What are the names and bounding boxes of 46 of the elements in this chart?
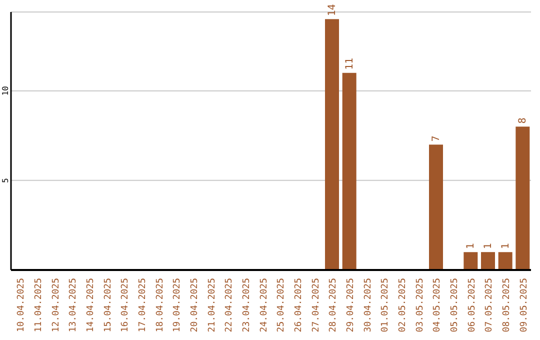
x-tick-label: 01.05.2025 <box>380 278 391 332</box>
data-label: 1 <box>483 243 494 250</box>
x-tick-label: 22.04.2025 <box>224 278 235 332</box>
x-tick-label: 14.04.2025 <box>86 278 96 332</box>
x-tick-label: 04.05.2025 <box>432 278 443 332</box>
x-tick-label: 08.05.2025 <box>502 278 512 332</box>
x-tick-label: 20.04.2025 <box>190 278 200 332</box>
x-tick-label: 18.04.2025 <box>155 278 166 332</box>
bar <box>481 252 495 270</box>
x-tick-label: 30.04.2025 <box>363 278 374 332</box>
x-tick-label: 12.04.2025 <box>51 278 62 332</box>
data-label: 1 <box>500 243 512 250</box>
x-tick-label: 03.05.2025 <box>415 278 426 332</box>
bar <box>429 144 443 270</box>
y-tick-label: 10 <box>1 86 10 96</box>
x-tick-label: 09.05.2025 <box>519 278 530 332</box>
x-tick-label: 19.04.2025 <box>172 278 183 332</box>
x-tick-label: 24.04.2025 <box>259 278 270 332</box>
y-tick-label: 5 <box>1 178 10 183</box>
x-tick-label: 17.04.2025 <box>138 278 148 332</box>
data-label: 8 <box>518 118 529 124</box>
x-tick-label: 02.05.2025 <box>398 278 408 332</box>
x-tick-label: 10.04.2025 <box>16 278 27 332</box>
x-tick-label: 25.04.2025 <box>276 278 287 332</box>
bar <box>464 252 478 270</box>
x-tick-label: 23.04.2025 <box>242 278 252 332</box>
bar <box>325 19 339 270</box>
bar <box>342 72 356 270</box>
x-tick-label: 16.04.2025 <box>120 278 131 332</box>
x-tick-label: 15.04.2025 <box>103 278 114 332</box>
bar <box>498 252 512 270</box>
x-tick-label: 06.05.2025 <box>467 278 478 332</box>
x-tick-label: 13.04.2025 <box>68 278 79 332</box>
bar <box>516 126 530 270</box>
x-tick-label: 21.04.2025 <box>207 278 218 332</box>
data-label: 7 <box>431 136 442 142</box>
x-tick-label: 26.04.2025 <box>294 278 304 332</box>
data-label: 1 <box>466 243 477 250</box>
x-tick-label: 28.04.2025 <box>328 278 339 332</box>
x-tick-label: 05.05.2025 <box>450 278 460 332</box>
x-tick-label: 29.04.2025 <box>346 278 356 332</box>
x-tick-label: 07.05.2025 <box>484 278 495 332</box>
data-label: 11 <box>344 58 356 70</box>
x-tick-label: 27.04.2025 <box>311 278 322 332</box>
data-label: 14 <box>327 4 338 16</box>
x-tick-label: 11.04.2025 <box>34 278 44 332</box>
